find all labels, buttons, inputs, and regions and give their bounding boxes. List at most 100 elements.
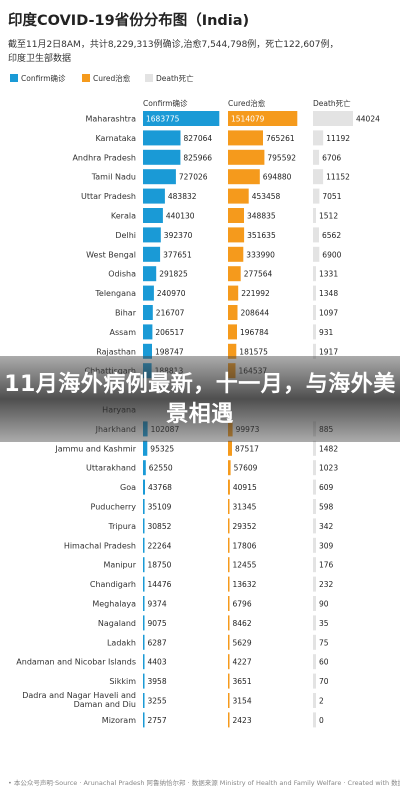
state-label-maharashtra: Maharashtra xyxy=(85,115,136,124)
value-cured-puducherry: 31345 xyxy=(233,503,257,512)
state-label-odisha: Odisha xyxy=(108,270,136,279)
bar-confirm-andaman-and-nicobar-islands xyxy=(143,654,145,670)
bar-death-bihar xyxy=(313,305,316,320)
bar-confirm-uttarakhand xyxy=(143,460,146,476)
bar-confirm-puducherry xyxy=(143,499,145,514)
value-confirm-tamil-nadu: 727026 xyxy=(179,173,208,182)
value-death-manipur: 176 xyxy=(319,561,334,570)
value-death-ladakh: 75 xyxy=(319,638,329,647)
value-death-delhi: 6562 xyxy=(322,231,341,240)
value-death-rajasthan: 1917 xyxy=(319,347,338,356)
bar-cured-nagaland xyxy=(228,615,230,631)
value-confirm-rajasthan: 198747 xyxy=(155,347,184,356)
bar-death-jammu-and-kashmir xyxy=(313,440,316,456)
state-label-assam: Assam xyxy=(109,328,136,337)
chart-rows: Maharashtra 1683775 1514079 44024 Karnataka 8… xyxy=(16,111,380,728)
bar-death-puducherry xyxy=(313,499,316,514)
value-confirm-nagaland: 9075 xyxy=(148,619,167,628)
row-uttar-pradesh: Uttar Pradesh 483832 453458 7051 xyxy=(81,188,342,204)
row-tamil-nadu: Tamil Nadu 727026 694880 11152 xyxy=(91,169,350,185)
bar-cured-sikkim xyxy=(228,673,230,689)
value-death-tripura: 342 xyxy=(319,522,334,531)
value-death-andaman-and-nicobar-islands: 60 xyxy=(319,658,329,667)
row-maharashtra: Maharashtra 1683775 1514079 44024 xyxy=(85,111,380,126)
value-confirm-west-bengal: 377651 xyxy=(163,250,192,259)
value-death-odisha: 1331 xyxy=(319,270,338,279)
bar-cured-maharashtra xyxy=(228,111,298,126)
bar-death-odisha xyxy=(313,266,316,282)
state-label-jammu-and-kashmir: Jammu and Kashmir xyxy=(54,444,136,453)
bar-death-maharashtra xyxy=(313,111,353,126)
legend-swatch-death xyxy=(145,74,153,82)
value-cured-uttar-pradesh: 453458 xyxy=(252,192,281,201)
value-confirm-karnataka: 827064 xyxy=(184,134,213,143)
bar-cured-tripura xyxy=(228,518,230,534)
bar-cured-puducherry xyxy=(228,499,230,514)
value-cured-bihar: 208644 xyxy=(241,309,270,318)
bar-death-andaman-and-nicobar-islands xyxy=(313,654,316,670)
bar-death-tamil-nadu xyxy=(313,169,324,185)
bar-confirm-odisha xyxy=(143,266,157,282)
bar-death-ladakh xyxy=(313,634,316,650)
bar-cured-jammu-and-kashmir xyxy=(228,440,232,456)
bar-death-uttarakhand xyxy=(313,460,316,476)
value-confirm-uttar-pradesh: 483832 xyxy=(168,192,197,201)
value-cured-nagaland: 8462 xyxy=(233,619,252,628)
bar-death-manipur xyxy=(313,557,316,573)
bar-confirm-west-bengal xyxy=(143,246,161,262)
row-kerala: Kerala 440130 348835 1512 xyxy=(111,208,338,223)
value-cured-uttarakhand: 57609 xyxy=(234,464,258,473)
bar-death-andhra-pradesh xyxy=(313,149,320,165)
bar-cured-goa xyxy=(228,479,230,495)
bar-cured-west-bengal xyxy=(228,246,244,262)
banner-headline: 11月海外病例最新，十一月，与海外美景相遇 xyxy=(4,372,396,427)
bar-cured-mizoram xyxy=(228,712,230,728)
value-cured-chandigarh: 13632 xyxy=(233,580,257,589)
row-andhra-pradesh: Andhra Pradesh 825966 795592 6706 xyxy=(72,149,341,165)
state-label-karnataka: Karnataka xyxy=(95,134,136,143)
row-ladakh: Ladakh 6287 5629 75 xyxy=(107,634,329,650)
value-death-telengana: 1348 xyxy=(319,289,338,298)
chart-title: 印度COVID-19省份分布图（India) xyxy=(8,11,249,29)
value-confirm-andhra-pradesh: 825966 xyxy=(183,153,212,162)
row-bihar: Bihar 216707 208644 1097 xyxy=(115,305,338,320)
row-sikkim: Sikkim 3958 3651 70 xyxy=(109,673,329,689)
value-cured-jammu-and-kashmir: 87517 xyxy=(235,444,259,453)
value-death-assam: 931 xyxy=(319,328,334,337)
bar-death-rajasthan xyxy=(313,343,316,359)
value-confirm-kerala: 440130 xyxy=(166,212,195,221)
row-nagaland: Nagaland 9075 8462 35 xyxy=(98,615,329,631)
value-cured-maharashtra: 1514079 xyxy=(231,115,265,124)
value-death-meghalaya: 90 xyxy=(319,600,329,609)
value-death-mizoram: 0 xyxy=(319,716,324,725)
value-cured-west-bengal: 333990 xyxy=(246,250,275,259)
value-confirm-meghalaya: 9374 xyxy=(148,600,167,609)
value-cured-telengana: 221992 xyxy=(241,289,270,298)
bar-confirm-tamil-nadu xyxy=(143,169,176,185)
value-confirm-jammu-and-kashmir: 95325 xyxy=(150,444,174,453)
bar-death-kerala xyxy=(313,208,316,223)
state-label-nagaland: Nagaland xyxy=(98,619,136,628)
bar-cured-odisha xyxy=(228,266,241,282)
value-death-andhra-pradesh: 6706 xyxy=(322,153,341,162)
value-confirm-tripura: 30852 xyxy=(148,522,172,531)
legend-label-death: Death死亡 xyxy=(156,73,194,83)
state-label-ladakh: Ladakh xyxy=(107,638,136,647)
state-label-uttar-pradesh: Uttar Pradesh xyxy=(81,192,136,201)
state-label-manipur: Manipur xyxy=(103,561,136,570)
value-cured-odisha: 277564 xyxy=(244,270,273,279)
bar-death-meghalaya xyxy=(313,596,316,611)
value-confirm-chandigarh: 14476 xyxy=(148,580,172,589)
state-label-andaman-and-nicobar-islands: Andaman and Nicobar Islands xyxy=(16,658,136,667)
legend-label-confirm: Confirm确诊 xyxy=(21,73,66,83)
state-label-meghalaya: Meghalaya xyxy=(92,600,136,609)
value-death-nagaland: 35 xyxy=(319,619,329,628)
value-cured-delhi: 351635 xyxy=(247,231,276,240)
bar-confirm-telengana xyxy=(143,285,154,301)
row-meghalaya: Meghalaya 9374 6796 90 xyxy=(92,596,329,611)
bar-confirm-chandigarh xyxy=(143,576,145,592)
bar-cured-delhi xyxy=(228,227,245,243)
bar-cured-manipur xyxy=(228,557,230,573)
bar-confirm-nagaland xyxy=(143,615,145,631)
